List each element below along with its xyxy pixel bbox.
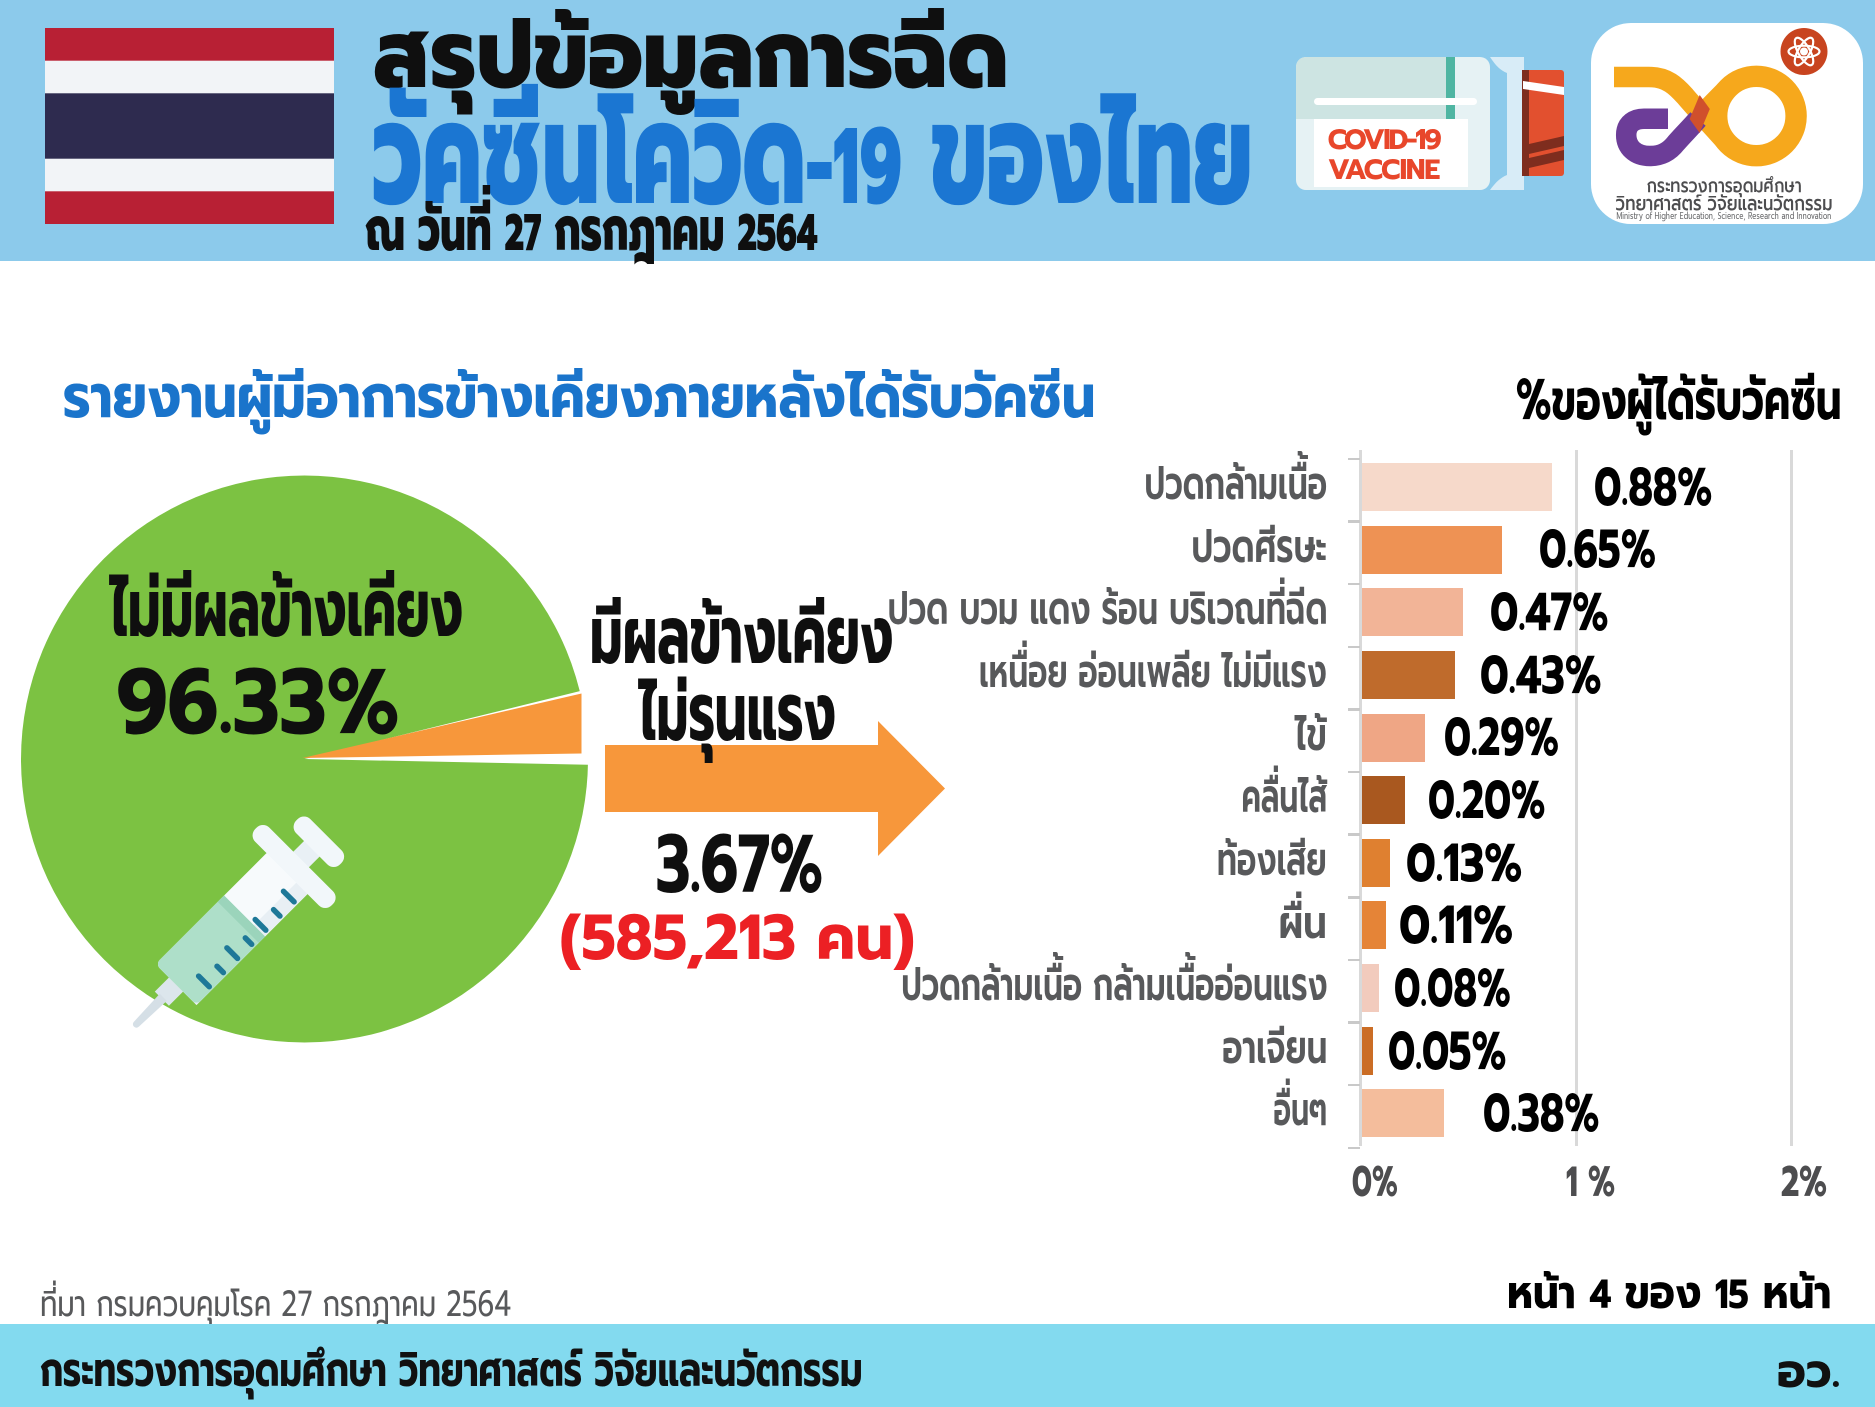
- svg-text:VACCINE: VACCINE: [1328, 148, 1440, 191]
- svg-text:กระทรวงการอุดมศึกษา: กระทรวงการอุดมศึกษา: [1647, 171, 1802, 201]
- svg-text:Ministry of Higher Education,: Ministry of Higher Education, Science, R…: [1617, 209, 1832, 224]
- svg-text:วิทยาศาสตร์ วิจัยและนวัตกรรม: วิทยาศาสตร์ วิจัยและนวัตกรรม: [1616, 187, 1833, 219]
- svg-text:COVID-19: COVID-19: [1328, 118, 1442, 161]
